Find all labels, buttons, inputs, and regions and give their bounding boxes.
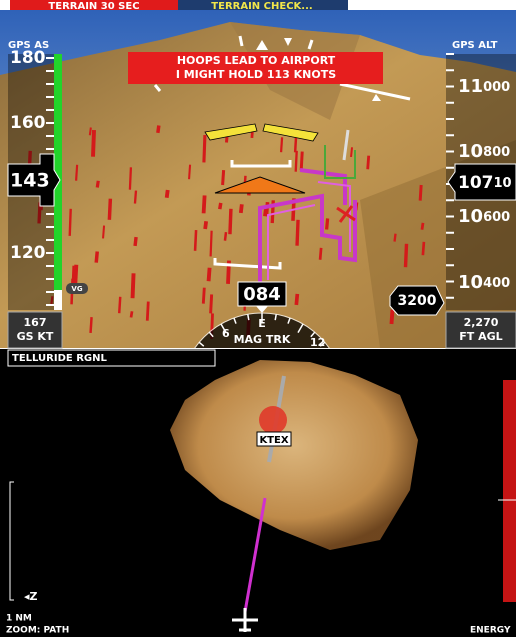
terrain-stripe (296, 151, 297, 172)
terrain-stripe (220, 203, 221, 209)
compass-tick (275, 314, 276, 320)
terrain-stripe (223, 170, 224, 185)
map-scale: 1 NM (6, 614, 32, 624)
terrain-stripe (90, 127, 91, 135)
altitude-tape-label: 10400 (458, 272, 510, 293)
terrain-stripe (297, 220, 298, 246)
vg-label: VG (71, 285, 82, 293)
airspeed-value: 143 (10, 170, 50, 192)
terrain-stripe (209, 268, 210, 281)
terrain-stripe (97, 181, 98, 188)
terrain-stripe (281, 137, 282, 152)
terrain-stripe (195, 230, 196, 251)
terrain-stripe (133, 273, 134, 298)
terrain-stripe (91, 317, 92, 333)
terrain-stripe (103, 226, 104, 239)
compass-label: E (258, 317, 266, 330)
terrain-stripe (158, 126, 159, 133)
terrain-stripe (189, 165, 190, 180)
terrain-stripe (203, 288, 204, 304)
compass-tick (248, 314, 249, 320)
compass-label: 6 (222, 327, 230, 340)
airport-symbol (259, 406, 287, 434)
energy-label: ENERGY (470, 626, 511, 636)
terrain-stripe (204, 195, 205, 213)
altitude-minor: 000 (483, 80, 510, 95)
compass-mode: MAG TRK (234, 333, 291, 346)
altitude-major: 10 (458, 272, 483, 293)
terrain-stripe (93, 130, 94, 157)
terrain-stripe (211, 294, 212, 313)
terrain-stripe (265, 208, 266, 216)
altitude-minor: 600 (483, 210, 510, 225)
terrain-stripe (395, 234, 396, 242)
message-line: HOOPS LEAD TO AIRPORT (177, 54, 336, 67)
altitude-major: 107 (458, 173, 494, 193)
terrain-stripe (76, 165, 77, 181)
terrain-stripe (301, 152, 302, 170)
altitude-minor: 800 (483, 145, 510, 160)
ground-speed: 167 (24, 316, 47, 329)
terrain-stripe (422, 223, 423, 230)
terrain-stripe (406, 244, 407, 267)
airspeed-tape-label: 160 (10, 113, 46, 133)
terrain-stripe (368, 156, 369, 170)
agl-value: 2,270 (464, 316, 499, 329)
terrain-stripe (230, 209, 231, 234)
altitude-major: 10 (458, 141, 483, 162)
terrain-stripe (211, 231, 212, 257)
terrain-stripe (109, 199, 110, 220)
altitude-tape-label: 11000 (458, 76, 510, 97)
airspeed-tape-label: 180 (10, 48, 46, 68)
terrain-stripe (167, 190, 168, 198)
terrain-stripe (204, 135, 205, 162)
altitude-tape-label: 10800 (458, 141, 510, 162)
terrain-stripe (423, 242, 424, 255)
terrain-stripe (296, 294, 297, 305)
airport-label: KTEX (259, 435, 288, 446)
altitude-tape-label: 10600 (458, 206, 510, 227)
terrain-stripe (119, 297, 120, 313)
terrain-stripe (391, 310, 392, 324)
terrain-stripe (135, 191, 136, 204)
terrain-stripe (135, 237, 136, 246)
north-indicator: ◂Z (24, 590, 38, 603)
compass-label: 12 (310, 336, 325, 349)
altitude-source: GPS ALT (452, 40, 498, 51)
terrain-stripe (96, 252, 97, 263)
avionics-display: TERRAIN 30 SEC TERRAIN CHECK... HOOPS LE… (0, 0, 516, 637)
altitude-value: 10710 (458, 173, 512, 193)
airspeed-tape-label: 120 (10, 243, 46, 263)
terrain-stripe (70, 209, 71, 236)
airspeed-white-arc (54, 290, 62, 310)
terrain-stripe (131, 311, 132, 317)
map-zoom: ZOOM: PATH (6, 626, 69, 636)
terrain-stripe (75, 265, 76, 284)
terrain-stripe (320, 248, 321, 260)
terrain-stripe (241, 204, 242, 213)
terrain-stripe (351, 147, 352, 157)
terrain-stripe (420, 185, 421, 201)
altitude-major: 10 (458, 206, 483, 227)
destination: TELLURIDE RGNL (12, 353, 107, 364)
terrain-stripe (327, 218, 328, 229)
roll-tick (240, 36, 242, 46)
heading-value: 084 (243, 284, 281, 305)
vertical-speed: 3200 (398, 293, 437, 309)
terrain-stripe (205, 221, 206, 229)
terrain-stripe (225, 232, 226, 241)
ground-speed-unit: GS KT (17, 330, 54, 343)
altitude-minor: 400 (483, 276, 510, 291)
energy-bar (503, 380, 516, 602)
altitude-major: 11 (458, 76, 483, 97)
terrain-stripe (147, 302, 148, 321)
terrain-stripe (130, 167, 131, 189)
message-line: I MIGHT HOLD 113 KNOTS (176, 68, 336, 81)
altitude-minor: 10 (494, 176, 512, 191)
agl-unit: FT AGL (459, 330, 502, 343)
